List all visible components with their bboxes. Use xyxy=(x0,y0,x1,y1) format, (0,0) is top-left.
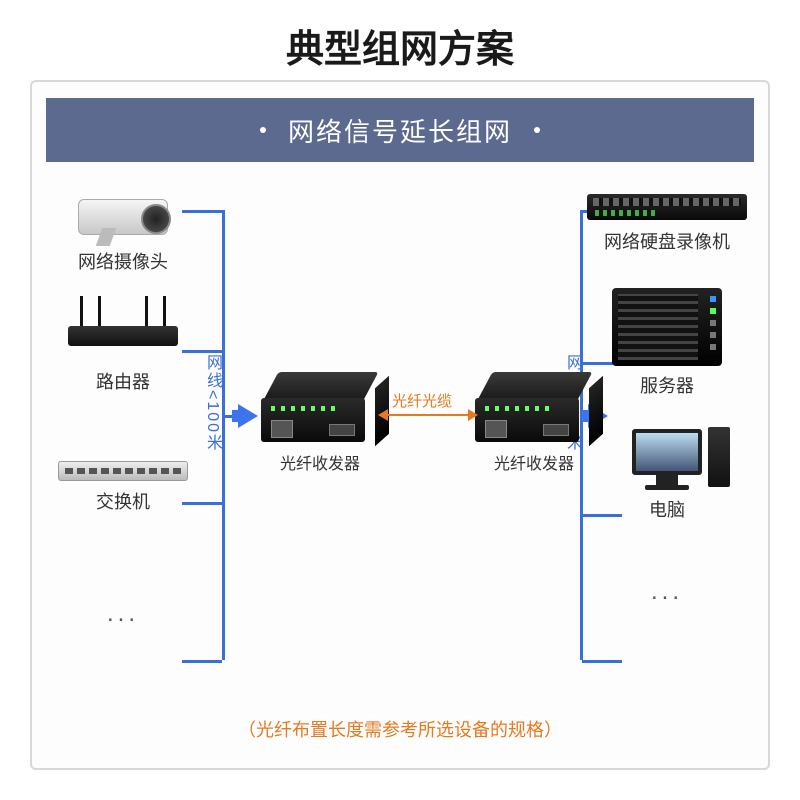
device-nvr: 网络硬盘录像机 xyxy=(582,190,752,254)
subtitle-bar: 网络信号延长组网 xyxy=(46,98,754,162)
device-pc: 电脑 xyxy=(582,426,752,522)
device-router: 路由器 xyxy=(48,308,198,394)
device-label: 交换机 xyxy=(48,488,198,514)
pc-icon xyxy=(582,426,752,492)
device-switch: 交换机 xyxy=(48,458,198,514)
converter-left: 光纤收发器 xyxy=(260,372,380,474)
bullet-icon xyxy=(260,127,266,133)
fiber-label: 光纤光缆 xyxy=(392,390,452,411)
device-camera: 网络摄像头 xyxy=(48,190,198,274)
network-diagram: 网线<100米 网线<100米 网络摄像头 路由器 交换机 ... xyxy=(32,162,768,752)
converter-right: 光纤收发器 xyxy=(474,372,594,474)
bullet-icon xyxy=(534,127,540,133)
device-label: 路由器 xyxy=(48,368,198,394)
ellipsis: ... xyxy=(48,600,198,628)
device-server: 服务器 xyxy=(582,286,752,398)
converter-label: 光纤收发器 xyxy=(260,450,380,474)
connector-line xyxy=(182,660,222,663)
left-device-column: 网络摄像头 路由器 交换机 ... xyxy=(48,190,198,628)
device-label: 网络硬盘录像机 xyxy=(582,228,752,254)
connector-line xyxy=(582,660,622,663)
media-converter-icon xyxy=(261,372,379,444)
device-label: 服务器 xyxy=(582,372,752,398)
router-icon xyxy=(48,308,198,364)
left-bus-label: 网线<100米 xyxy=(200,354,224,452)
nvr-icon xyxy=(582,190,752,224)
ellipsis: ... xyxy=(582,578,752,606)
server-icon xyxy=(582,286,752,368)
switch-icon xyxy=(48,458,198,484)
converter-label: 光纤收发器 xyxy=(474,450,594,474)
arrow-right-icon xyxy=(468,409,478,421)
subtitle-text: 网络信号延长组网 xyxy=(288,112,512,149)
footnote: （光纤布置长度需参考所选设备的规格） xyxy=(32,716,768,742)
diagram-panel: 网络信号延长组网 网线<100米 网线<100米 网络摄像头 路由器 xyxy=(30,80,770,770)
device-label: 网络摄像头 xyxy=(48,248,198,274)
right-device-column: 网络硬盘录像机 服务器 电脑 ... xyxy=(582,190,752,606)
arrow-right-icon xyxy=(238,404,258,428)
device-label: 电脑 xyxy=(582,496,752,522)
main-title: 典型组网方案 xyxy=(0,0,800,73)
media-converter-icon xyxy=(475,372,593,444)
camera-icon xyxy=(48,190,198,244)
fiber-line xyxy=(386,414,470,416)
